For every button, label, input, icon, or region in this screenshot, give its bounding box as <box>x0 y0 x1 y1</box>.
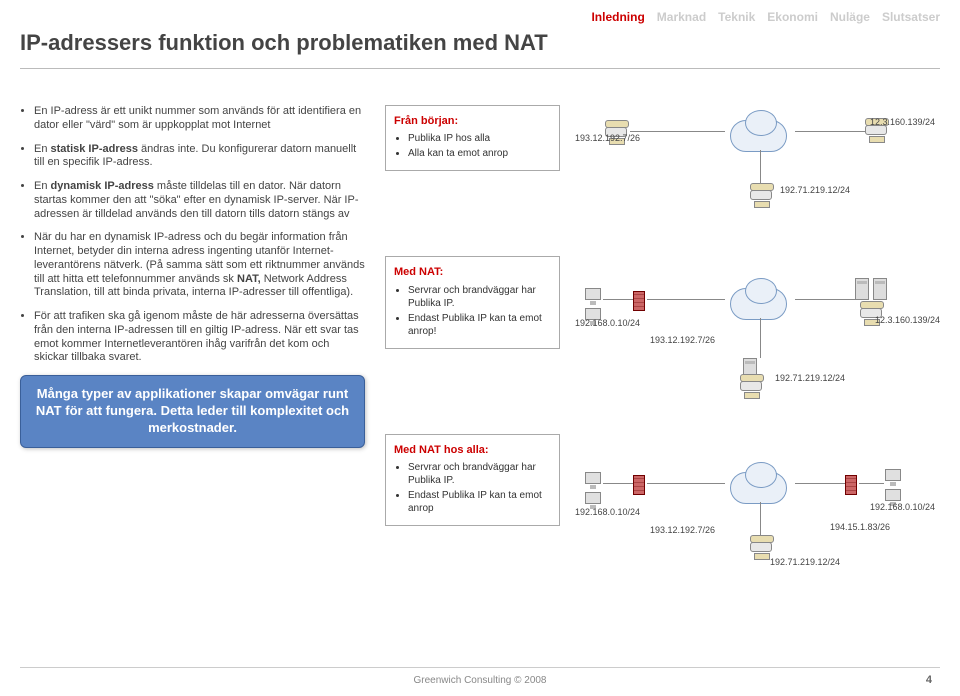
cloud-icon <box>725 278 795 320</box>
connection-line <box>603 299 633 300</box>
connection-line <box>603 483 633 484</box>
ip-label: 192.71.219.12/24 <box>770 557 840 567</box>
nav-item-inledning[interactable]: Inledning <box>591 10 644 24</box>
cloud-icon <box>725 462 795 504</box>
connection-line <box>859 483 884 484</box>
bullet-5: För att trafiken ska gå igenom måste de … <box>34 310 365 365</box>
nav-item-teknik[interactable]: Teknik <box>718 10 755 24</box>
infobox-2-title: Med NAT: <box>394 265 551 279</box>
connection-line <box>795 131 865 132</box>
ip-label: 12.3.160.139/24 <box>870 117 935 127</box>
diagram-2: 192.168.0.10/24 193.12.192.7/26 12.3.160… <box>575 263 945 423</box>
ip-label: 193.12.192.7/26 <box>575 133 640 143</box>
firewall-icon <box>633 475 645 495</box>
connection-line <box>647 299 725 300</box>
divider <box>20 68 940 69</box>
footer-divider <box>20 667 940 668</box>
nav-item-ekonomi[interactable]: Ekonomi <box>767 10 818 24</box>
diagram-3: 192.168.0.10/24 193.12.192.7/26 192.168.… <box>575 447 945 607</box>
bullet-2: En statisk IP-adress ändras inte. Du kon… <box>34 143 365 171</box>
infobox-1-title: Från början: <box>394 114 551 128</box>
pc-icon <box>885 469 901 481</box>
bullet-3: En dynamisk IP-adress måste tilldelas ti… <box>34 180 365 221</box>
ip-label: 192.168.0.10/24 <box>870 502 935 512</box>
page-title: IP-adressers funktion och problematiken … <box>20 30 548 56</box>
ip-label: 192.168.0.10/24 <box>575 318 640 328</box>
infobox-3-title: Med NAT hos alla: <box>394 443 551 457</box>
infobox-2: Med NAT: Servrar och brandväggar har Pub… <box>385 256 560 348</box>
cloud-icon <box>725 110 795 152</box>
router-icon <box>750 190 772 200</box>
infobox-3-item-0: Servrar och brandväggar har Publika IP. <box>408 461 551 487</box>
nav-item-marknad[interactable]: Marknad <box>657 10 706 24</box>
firewall-icon <box>845 475 857 495</box>
footer-text: Greenwich Consulting © 2008 <box>0 675 960 686</box>
connection-line <box>647 483 725 484</box>
pc-icon <box>585 492 601 504</box>
infobox-3-item-1: Endast Publika IP kan ta emot anrop <box>408 489 551 515</box>
diagram-area: 193.12.192.7/26 12.3.160.139/24 192.71.2… <box>575 95 945 595</box>
bullet-1: En IP-adress är ett unikt nummer som anv… <box>34 105 365 133</box>
highlight-box: Många typer av applikationer skapar omvä… <box>20 375 365 448</box>
infobox-2-item-1: Endast Publika IP kan ta emot anrop! <box>408 312 551 338</box>
ip-label: 193.12.192.7/26 <box>650 525 715 535</box>
bullet-4: När du har en dynamisk IP-adress och du … <box>34 231 365 300</box>
pc-icon <box>585 288 601 300</box>
page-number: 4 <box>926 674 932 686</box>
router-icon <box>750 542 772 552</box>
firewall-icon <box>633 291 645 311</box>
ip-label: 192.71.219.12/24 <box>780 185 850 195</box>
left-column: En IP-adress är ett unikt nummer som anv… <box>20 105 365 448</box>
infobox-1-item-0: Publika IP hos alla <box>408 132 551 145</box>
server-icon <box>855 278 869 300</box>
pc-icon <box>885 489 901 501</box>
middle-column: Från början: Publika IP hos alla Alla ka… <box>385 105 560 546</box>
ip-label: 194.15.1.83/26 <box>830 522 890 532</box>
nav-item-slutsatser[interactable]: Slutsatser <box>882 10 940 24</box>
diagram-1: 193.12.192.7/26 12.3.160.139/24 192.71.2… <box>575 95 945 255</box>
connection-line <box>795 483 845 484</box>
ip-label: 193.12.192.7/26 <box>650 335 715 345</box>
server-icon <box>873 278 887 300</box>
connection-line <box>630 131 725 132</box>
ip-label: 192.168.0.10/24 <box>575 507 640 517</box>
ip-label: 12.3.160.139/24 <box>875 315 940 325</box>
infobox-1: Från början: Publika IP hos alla Alla ka… <box>385 105 560 171</box>
pc-icon <box>585 472 601 484</box>
connection-line <box>795 299 855 300</box>
nav-item-nulage[interactable]: Nuläge <box>830 10 870 24</box>
ip-label: 192.71.219.12/24 <box>775 373 845 383</box>
router-icon <box>740 381 762 391</box>
infobox-3: Med NAT hos alla: Servrar och brandvägga… <box>385 434 560 526</box>
connection-line <box>760 318 761 358</box>
infobox-2-item-0: Servrar och brandväggar har Publika IP. <box>408 284 551 310</box>
infobox-1-item-1: Alla kan ta emot anrop <box>408 147 551 160</box>
nav-tabs: Inledning Marknad Teknik Ekonomi Nuläge … <box>591 10 940 24</box>
